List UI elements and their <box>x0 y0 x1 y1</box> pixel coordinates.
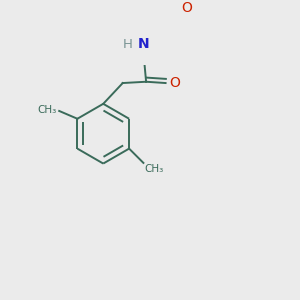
Text: CH₃: CH₃ <box>38 105 57 115</box>
Text: O: O <box>181 1 192 15</box>
Text: H: H <box>123 38 133 51</box>
Text: N: N <box>138 37 149 51</box>
Text: CH₃: CH₃ <box>145 164 164 174</box>
Text: O: O <box>169 76 180 90</box>
